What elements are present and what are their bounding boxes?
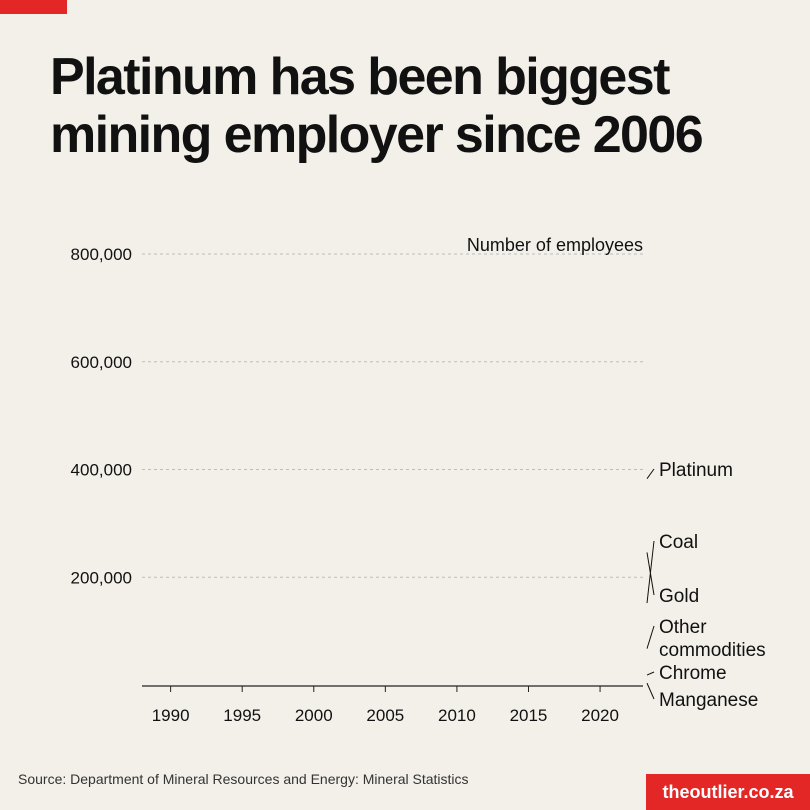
label-leader — [646, 625, 655, 649]
accent-bar — [0, 0, 67, 14]
series-label-gold: Gold — [659, 586, 699, 607]
series-label-other-commodities: Other commodities — [659, 617, 766, 661]
unit-label: Number of employees — [467, 235, 643, 255]
x-tick-label: 2020 — [581, 706, 619, 725]
y-tick-label: 400,000 — [71, 461, 132, 480]
chart-axes: 1990 1995 2000 2005 2010 2015 2020 — [142, 685, 643, 725]
label-leader — [646, 468, 655, 479]
x-tick-label: 1995 — [223, 706, 261, 725]
x-tick-label: 1990 — [152, 706, 190, 725]
label-leader — [646, 671, 655, 676]
grid-lines: 200,000 400,000 600,000 800,000 — [71, 245, 643, 587]
y-tick-label: 200,000 — [71, 568, 132, 587]
label-leader — [646, 682, 655, 700]
y-tick-label: 800,000 — [71, 245, 132, 264]
x-tick-label: 2010 — [438, 706, 476, 725]
source-note: Source: Department of Mineral Resources … — [18, 771, 469, 787]
series-label-manganese: Manganese — [659, 690, 758, 711]
label-leader — [646, 552, 655, 596]
x-tick-label: 2015 — [510, 706, 548, 725]
page-title: Platinum has been biggest mining employe… — [50, 48, 704, 164]
series-label-chrome: Chrome — [659, 663, 727, 684]
series-label-platinum: Platinum — [659, 460, 733, 481]
x-tick-label: 2005 — [366, 706, 404, 725]
y-tick-label: 600,000 — [71, 353, 132, 372]
x-tick-label: 2000 — [295, 706, 333, 725]
brand-badge[interactable]: theoutlier.co.za — [646, 774, 810, 810]
series-label-coal: Coal — [659, 532, 698, 553]
